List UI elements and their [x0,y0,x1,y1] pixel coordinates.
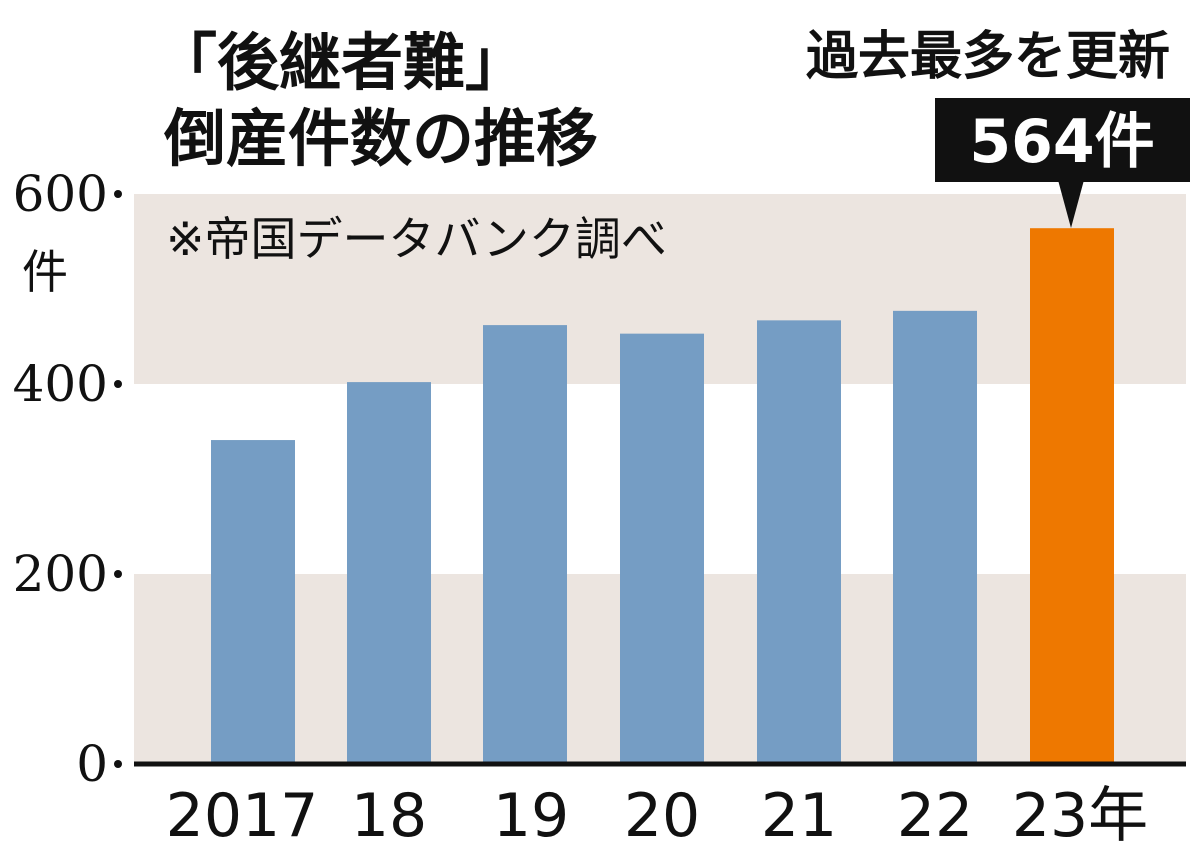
y-tick-mark-200 [114,570,122,578]
x-tick-label-20: 20 [624,781,700,851]
callout-pointer [1058,180,1084,228]
callout-value: 564件 [969,107,1154,177]
x-tick-label-18: 18 [351,781,427,851]
bars [211,228,1114,764]
x-tick-label-21: 21 [761,781,837,851]
headline: 過去最多を更新 [806,27,1170,87]
y-tick-label-0: 0 [76,735,108,793]
y-tick-mark-600 [114,190,122,198]
y-axis-ticks: 0 200 400 600 [13,165,122,793]
bar-23年 [1030,228,1114,764]
chart-title-line-1: 「後継者難」 [155,26,527,99]
x-tick-label-19: 19 [493,781,569,851]
callout-box [935,98,1190,182]
bar-21 [757,320,841,764]
y-tick-mark-400 [114,380,122,388]
bar-22 [893,310,977,764]
x-tick-label-22: 22 [897,781,973,851]
bar-19 [483,325,567,764]
x-axis-labels: 2017 18 19 20 21 22 23年 [166,781,1149,851]
y-tick-label-400: 400 [13,355,108,413]
bar-2017 [211,440,295,764]
x-tick-label-2017: 2017 [166,781,319,851]
x-tick-label-23年: 23年 [1012,781,1148,851]
y-tick-label-600: 600 [13,165,108,223]
record-callout: 564件 [935,98,1190,228]
chart-title-line-2: 倒産件数の推移 [163,102,598,175]
bar-18 [347,382,431,764]
y-tick-mark-0 [114,760,122,768]
source-note: ※帝国データバンク調べ [166,212,667,266]
y-unit-label: 件 [22,245,68,299]
bar-20 [620,333,704,764]
y-tick-label-200: 200 [13,545,108,603]
